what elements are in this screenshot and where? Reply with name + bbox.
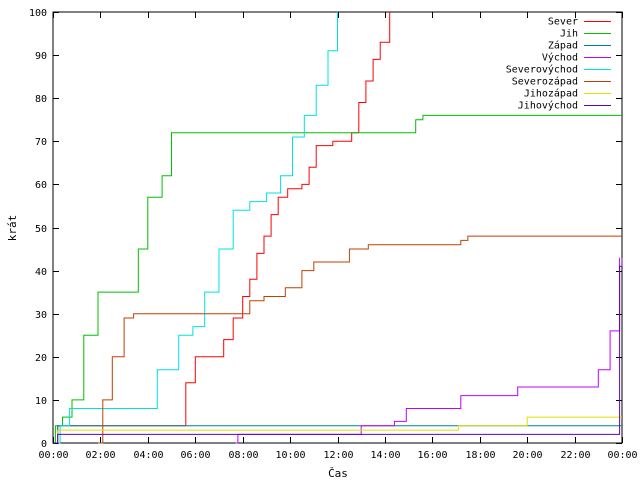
series-line-4 [53, 12, 338, 444]
y-axis-ticks: 0 10 20 30 40 50 60 70 80 90 100 [29, 8, 622, 450]
x-tick-label: 16:00 [417, 450, 447, 461]
x-tick-label: 14:00 [370, 450, 400, 461]
y-tick-label: 80 [35, 94, 47, 105]
y-tick-label: 30 [35, 310, 47, 321]
x-axis-ticks: 00:00 02:00 04:00 06:00 08:00 10:00 12:00 14:00… [38, 12, 638, 461]
series-line-5 [98, 235, 622, 444]
legend-label: Sever [548, 17, 578, 28]
x-tick-label: 04:00 [133, 450, 163, 461]
legend: SeverJihZápadVýchodSeverovýchodSeverozáp… [506, 17, 611, 112]
x-tick-label: 08:00 [228, 450, 258, 461]
series-line-7 [53, 257, 623, 444]
y-tick-label: 90 [35, 51, 47, 62]
series-line-0 [53, 12, 391, 444]
y-tick-label: 70 [35, 137, 47, 148]
x-tick-label: 02:00 [85, 450, 115, 461]
x-tick-label: 18:00 [465, 450, 495, 461]
series-lines [53, 12, 623, 444]
legend-label: Jihovýchod [518, 100, 578, 112]
x-tick-label: 12:00 [323, 450, 353, 461]
x-tick-label: 00:00 [607, 450, 637, 461]
x-tick-label: 06:00 [180, 450, 210, 461]
x-tick-label: 20:00 [512, 450, 542, 461]
legend-label: Severovýchod [506, 64, 578, 76]
legend-label: Severozápad [512, 76, 578, 88]
legend-label: Jihozápad [524, 88, 578, 100]
series-line-1 [53, 114, 622, 444]
y-tick-label: 60 [35, 180, 47, 191]
y-tick-label: 10 [35, 396, 47, 407]
y-tick-label: 20 [35, 353, 47, 364]
x-tick-label: 10:00 [275, 450, 305, 461]
y-tick-label: 0 [41, 439, 47, 450]
legend-label: Západ [548, 40, 578, 52]
y-axis-title: krát [6, 215, 19, 242]
y-tick-label: 50 [35, 224, 47, 235]
y-tick-label: 40 [35, 267, 47, 278]
x-axis-title: Čas [328, 467, 348, 480]
x-tick-label: 00:00 [38, 450, 68, 461]
x-tick-label: 22:00 [560, 450, 590, 461]
legend-label: Východ [542, 52, 578, 64]
legend-label: Jih [560, 29, 578, 40]
y-tick-label: 100 [29, 8, 47, 19]
